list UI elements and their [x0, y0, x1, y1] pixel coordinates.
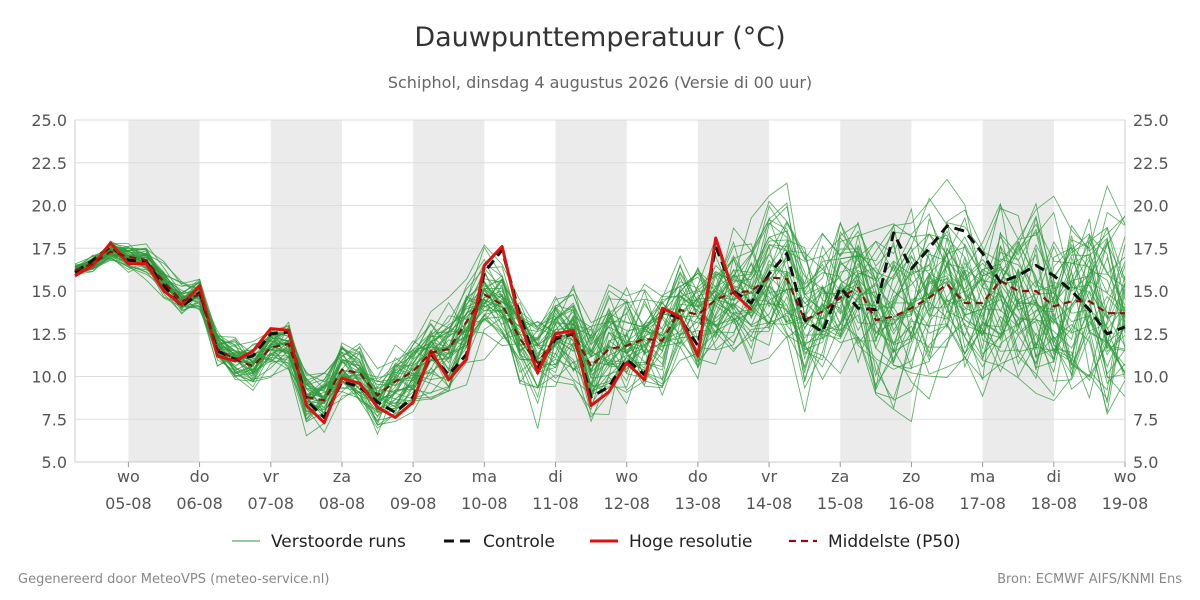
ensemble-member-line [74, 237, 1126, 426]
y-tick-label-right: 10.0 [1133, 368, 1169, 387]
x-tick-date: 08-08 [319, 494, 366, 513]
x-tick-date: 14-08 [746, 494, 793, 513]
chart-title: Dauwpunttemperatuur (°C) [414, 22, 786, 53]
x-tick-date: 07-08 [248, 494, 295, 513]
x-tick-day: ma [970, 467, 995, 486]
y-tick-label-left: 17.5 [31, 239, 67, 258]
ensemble-member-line [74, 247, 1126, 413]
x-tick-day: vr [263, 467, 279, 486]
y-tick-label-left: 10.0 [31, 368, 67, 387]
y-tick-label-right: 5.0 [1133, 453, 1158, 472]
y-tick-label-left: 7.5 [42, 410, 67, 429]
x-tick-day: zo [404, 467, 422, 486]
y-tick-label-right: 17.5 [1133, 239, 1169, 258]
y-tick-label-left: 12.5 [31, 325, 67, 344]
y-tick-label-right: 12.5 [1133, 325, 1169, 344]
y-tick-label-right: 25.0 [1133, 111, 1169, 130]
x-tick-date: 19-08 [1102, 494, 1149, 513]
x-tick-date: 06-08 [176, 494, 223, 513]
x-tick-day: wo [1114, 467, 1137, 486]
x-tick-day: di [548, 467, 563, 486]
y-tick-label-left: 25.0 [31, 111, 67, 130]
legend-control-label: Controle [483, 532, 555, 552]
x-tick-day: di [1047, 467, 1062, 486]
ensemble-member-line [74, 182, 1126, 416]
y-tick-label-left: 22.5 [31, 154, 67, 173]
footer-source: Bron: ECMWF AIFS/KNMI Ens [997, 572, 1182, 587]
x-tick-day: wo [615, 467, 638, 486]
x-tick-date: 13-08 [675, 494, 722, 513]
ensemble-member-line [74, 205, 1126, 426]
x-tick-day: ma [472, 467, 497, 486]
x-tick-date: 18-08 [1031, 494, 1078, 513]
x-tick-date: 17-08 [959, 494, 1006, 513]
x-tick-date: 05-08 [105, 494, 152, 513]
ensemble-member-line [74, 197, 1126, 417]
y-tick-label-right: 22.5 [1133, 154, 1169, 173]
x-tick-day: do [688, 467, 708, 486]
x-tick-day: wo [117, 467, 140, 486]
y-tick-label-right: 20.0 [1133, 197, 1169, 216]
x-tick-date: 10-08 [461, 494, 508, 513]
y-tick-label-right: 7.5 [1133, 410, 1158, 429]
ensemble-member-line [74, 217, 1126, 420]
ensemble-member-line [74, 213, 1126, 419]
legend-high-res-label: Hoge resolutie [629, 532, 753, 552]
x-tick-day: do [190, 467, 210, 486]
x-tick-day: zo [902, 467, 920, 486]
y-tick-label-right: 15.0 [1133, 282, 1169, 301]
legend-ensemble-label: Verstoorde runs [271, 532, 406, 552]
y-tick-label-left: 5.0 [42, 453, 67, 472]
x-tick-date: 12-08 [603, 494, 650, 513]
y-tick-label-left: 20.0 [31, 197, 67, 216]
ensemble-member-line [74, 226, 1126, 410]
footer-generator: Gegenereerd door MeteoVPS (meteo-service… [18, 572, 330, 587]
control-series-line [74, 224, 1126, 419]
chart-subtitle: Schiphol, dinsdag 4 augustus 2026 (Versi… [387, 73, 813, 92]
x-tick-day: vr [761, 467, 777, 486]
ensemble-member-line [74, 216, 1126, 410]
legend-median-label: Middelste (P50) [828, 532, 961, 552]
ensemble-member-line [74, 230, 1126, 399]
median-series-line [74, 250, 1125, 402]
x-tick-date: 09-08 [390, 494, 437, 513]
y-tick-label-left: 15.0 [31, 282, 67, 301]
x-tick-date: 11-08 [532, 494, 579, 513]
x-tick-date: 15-08 [817, 494, 864, 513]
x-tick-date: 16-08 [888, 494, 935, 513]
x-tick-day: za [333, 467, 351, 486]
x-tick-day: za [831, 467, 849, 486]
